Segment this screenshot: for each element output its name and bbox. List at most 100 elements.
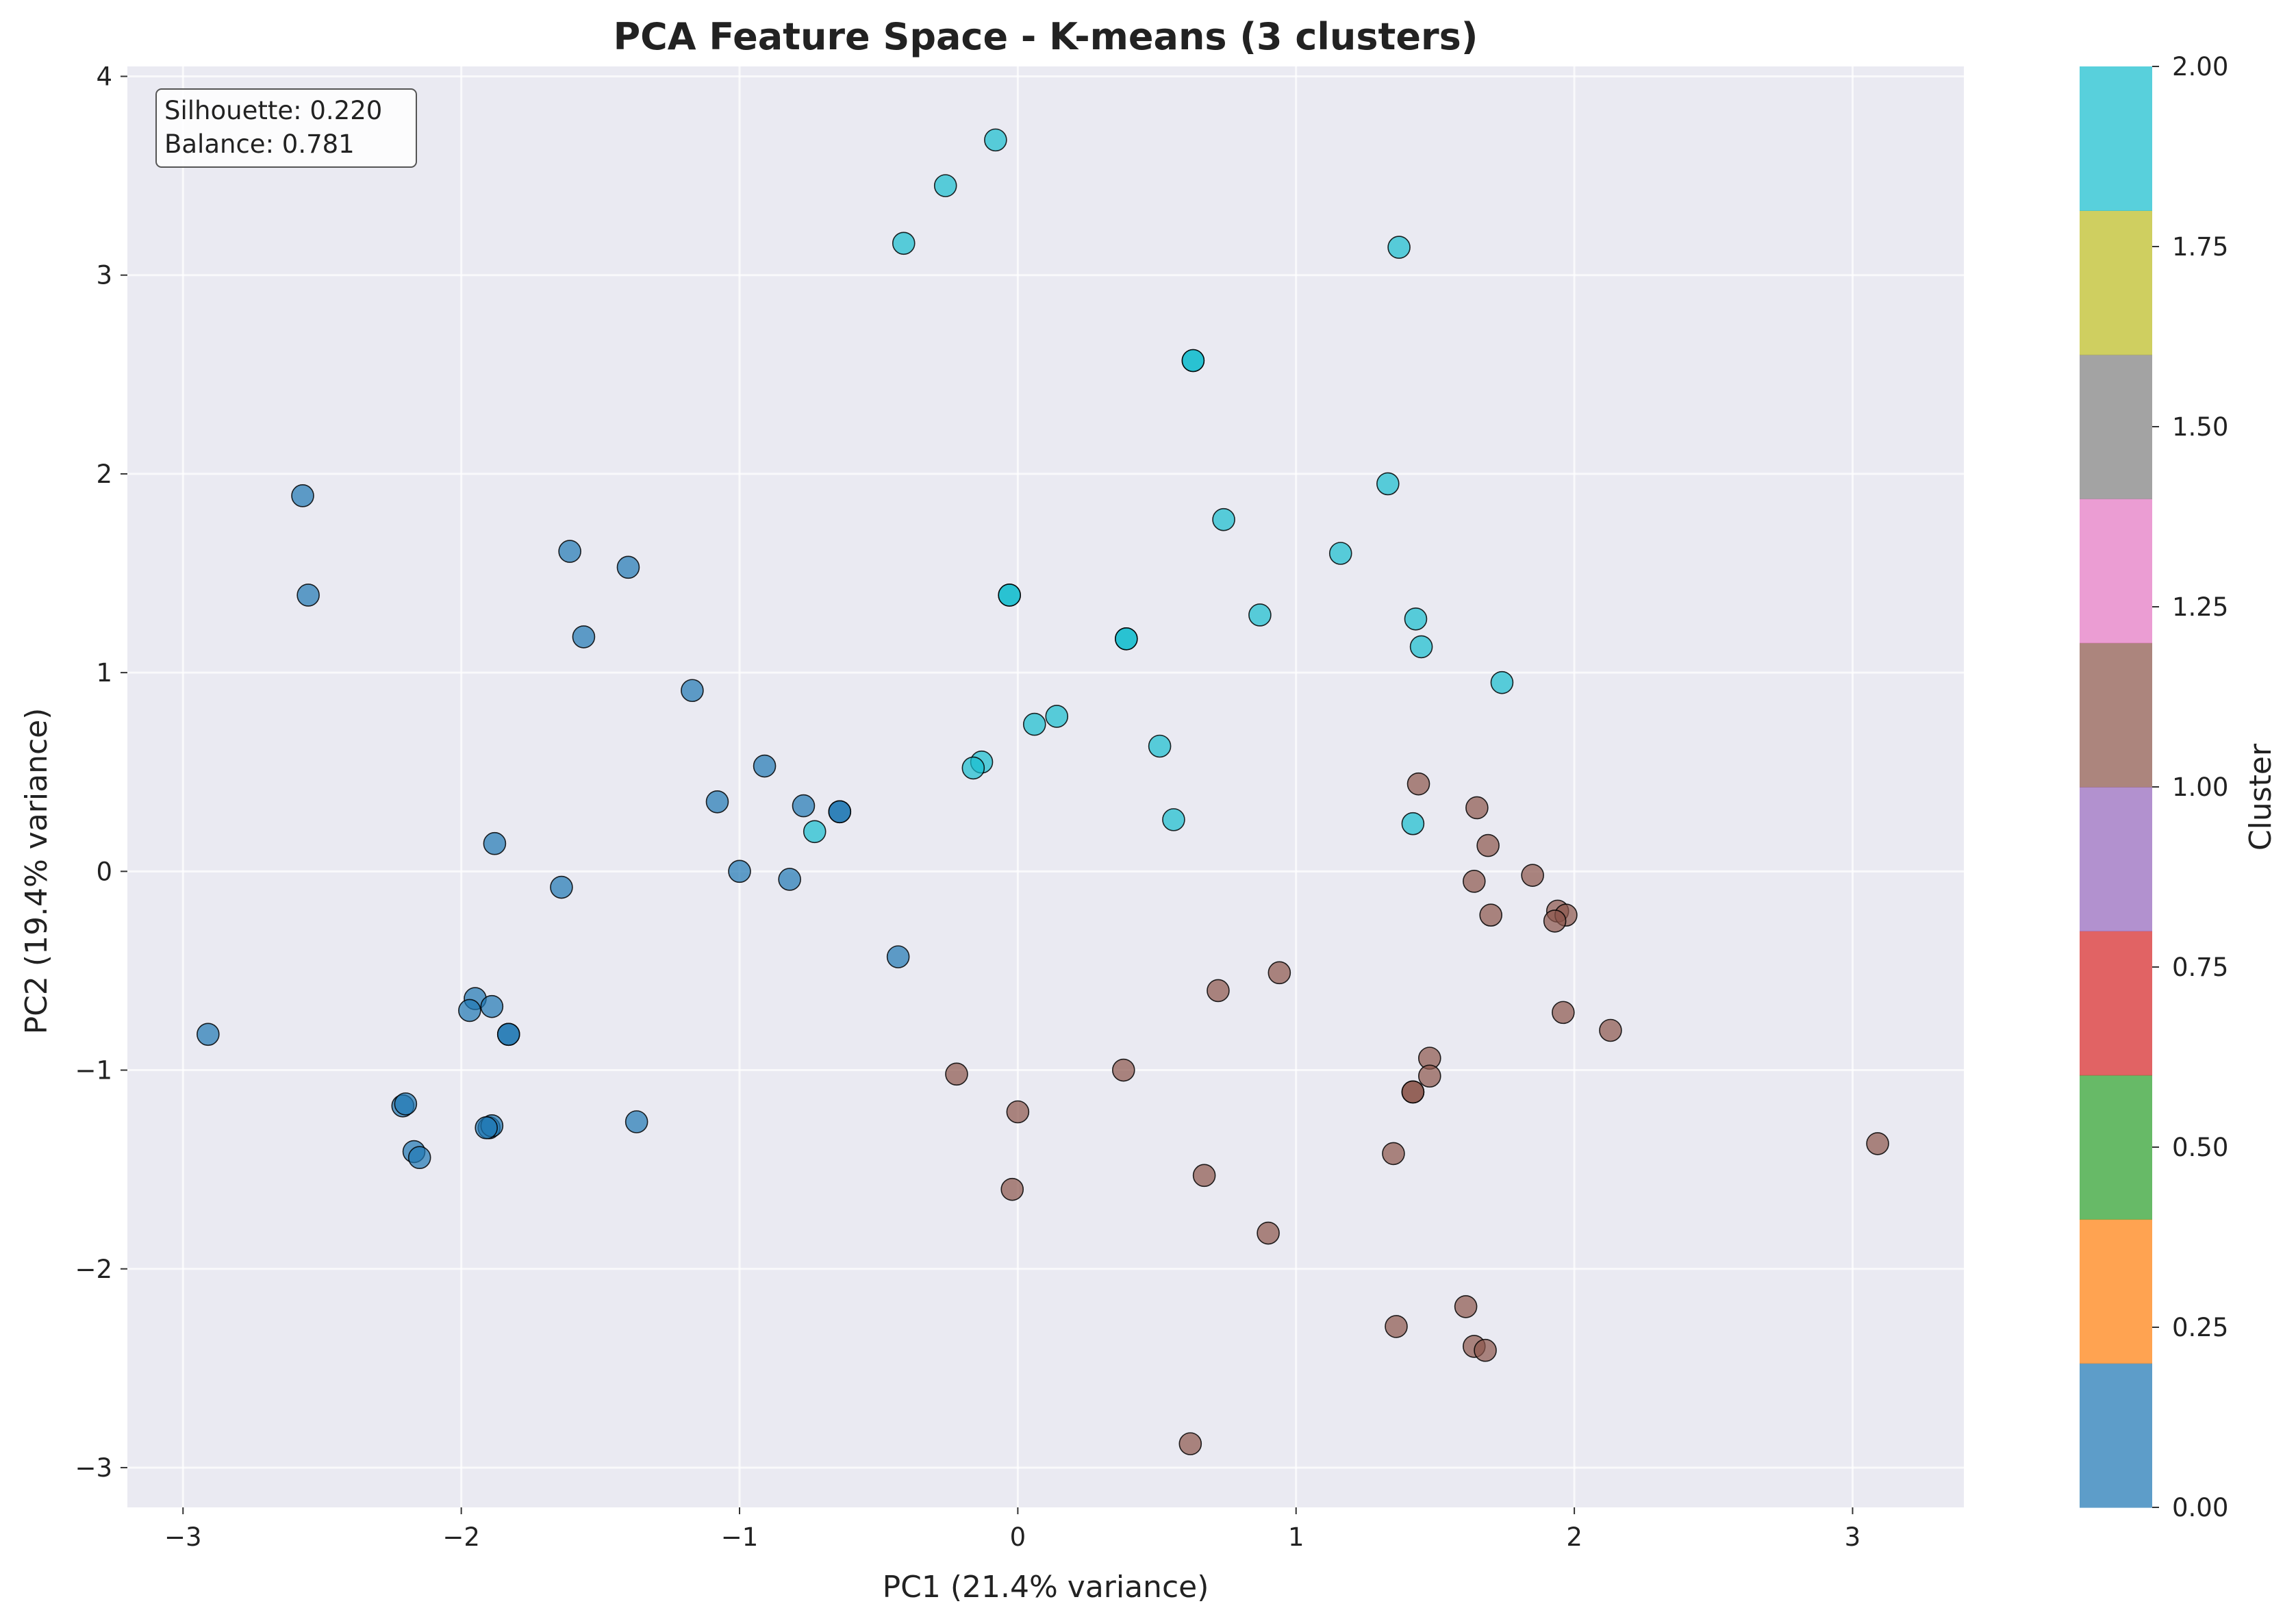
point-cluster-2: [1115, 627, 1138, 651]
point-cluster-0: [681, 679, 704, 703]
point-cluster-0: [480, 994, 504, 1018]
point-cluster-1: [1866, 1132, 1889, 1155]
point-cluster-1: [1192, 1164, 1216, 1188]
point-cluster-1: [1465, 796, 1489, 820]
point-cluster-1: [1207, 979, 1230, 1003]
y-tick-label: 4: [96, 62, 112, 92]
colorbar-segment: [2080, 1219, 2152, 1364]
point-cluster-2: [1148, 734, 1172, 758]
point-cluster-2: [803, 820, 827, 844]
colorbar-segment: [2080, 787, 2152, 931]
point-cluster-1: [1401, 1080, 1425, 1104]
point-cluster-0: [616, 555, 640, 579]
point-cluster-0: [297, 583, 320, 607]
point-cluster-2: [1045, 705, 1069, 728]
point-cluster-2: [1212, 507, 1235, 531]
colorbar-tick-label: 1.75: [2172, 232, 2228, 262]
x-tick-label: 2: [1566, 1522, 1582, 1552]
point-cluster-2: [1181, 349, 1205, 373]
colorbar: [2080, 66, 2152, 1508]
point-cluster-0: [625, 1110, 648, 1133]
point-cluster-1: [1385, 1315, 1408, 1338]
point-cluster-1: [1543, 909, 1567, 933]
point-cluster-0: [407, 1146, 431, 1170]
silhouette-score: Silhouette: 0.220: [164, 96, 382, 125]
grid: [127, 66, 1964, 1507]
point-cluster-0: [475, 1116, 499, 1140]
point-cluster-2: [1022, 712, 1046, 736]
point-cluster-0: [558, 540, 581, 563]
colorbar-tick-label: 2.00: [2172, 52, 2228, 81]
colorbar-tick-label: 0.00: [2172, 1493, 2228, 1522]
x-axis-ticks: −3 −2 −1 0 1 2 3: [164, 1507, 1860, 1552]
point-cluster-1: [1476, 833, 1500, 857]
colorbar-segment: [2080, 642, 2152, 788]
point-cluster-0: [394, 1092, 418, 1116]
x-tick-label: −3: [164, 1522, 202, 1552]
point-cluster-0: [728, 859, 751, 883]
colorbar-ticks: 0.00 0.25 0.50 0.75 1.00 1.25 1.50 1.75 2.00: [2152, 52, 2228, 1522]
y-tick-label: −2: [75, 1255, 112, 1284]
colorbar-segment: [2080, 931, 2152, 1076]
point-cluster-0: [792, 794, 816, 818]
point-cluster-1: [1479, 903, 1502, 927]
point-cluster-1: [1521, 864, 1544, 887]
cluster-0-points: [197, 484, 910, 1170]
colorbar-segment: [2080, 354, 2152, 499]
colorbar-tick-label: 0.75: [2172, 953, 2228, 982]
point-cluster-1: [1111, 1058, 1135, 1082]
point-cluster-0: [572, 625, 596, 649]
x-tick-label: 3: [1845, 1522, 1861, 1552]
point-cluster-1: [1006, 1100, 1030, 1124]
y-axis-ticks: −3 −2 −1 0 1 2 3 4: [75, 62, 127, 1483]
point-cluster-2: [984, 128, 1007, 152]
colorbar-label: Cluster: [2243, 743, 2278, 851]
point-cluster-1: [1474, 1338, 1497, 1362]
point-cluster-0: [550, 875, 573, 899]
x-axis-label: PC1 (21.4% variance): [883, 1570, 1209, 1605]
point-cluster-0: [458, 999, 481, 1022]
point-cluster-2: [1401, 812, 1425, 836]
point-cluster-1: [1454, 1295, 1478, 1318]
point-cluster-0: [886, 945, 910, 968]
colorbar-segment: [2080, 499, 2152, 644]
point-cluster-2: [1404, 607, 1428, 631]
colorbar-tick-label: 1.00: [2172, 773, 2228, 802]
chart-title: PCA Feature Space - K-means (3 clusters): [614, 15, 1478, 58]
point-cluster-0: [705, 790, 729, 814]
y-tick-label: −1: [75, 1056, 112, 1085]
point-cluster-0: [753, 754, 777, 778]
point-cluster-1: [1463, 870, 1486, 893]
y-axis-label: PC2 (19.4% variance): [19, 708, 54, 1035]
point-cluster-1: [1257, 1221, 1280, 1245]
point-cluster-2: [961, 756, 985, 780]
x-tick-label: 1: [1288, 1522, 1304, 1552]
colorbar-tick-label: 0.50: [2172, 1133, 2228, 1162]
point-cluster-2: [1162, 808, 1185, 831]
x-tick-label: −2: [442, 1522, 480, 1552]
balance-score: Balance: 0.781: [164, 129, 355, 159]
colorbar-segment: [2080, 1363, 2152, 1508]
point-cluster-2: [1328, 542, 1352, 565]
x-tick-label: −1: [721, 1522, 759, 1552]
point-cluster-1: [1267, 961, 1291, 985]
y-tick-label: 0: [96, 857, 112, 886]
point-cluster-1: [945, 1062, 968, 1086]
point-cluster-1: [1599, 1018, 1622, 1042]
point-cluster-0: [291, 484, 314, 507]
point-cluster-1: [1178, 1432, 1202, 1455]
point-cluster-2: [1387, 236, 1411, 259]
point-cluster-2: [1490, 670, 1514, 694]
point-cluster-2: [1376, 472, 1400, 496]
y-tick-label: 1: [96, 658, 112, 688]
colorbar-tick-label: 1.25: [2172, 592, 2228, 622]
y-tick-label: 3: [96, 261, 112, 290]
point-cluster-0: [483, 831, 507, 855]
point-cluster-0: [197, 1022, 220, 1046]
colorbar-segment: [2080, 66, 2152, 211]
point-cluster-0: [778, 868, 801, 891]
colorbar-segment: [2080, 210, 2152, 355]
x-tick-label: 0: [1010, 1522, 1026, 1552]
point-cluster-1: [1382, 1142, 1405, 1166]
